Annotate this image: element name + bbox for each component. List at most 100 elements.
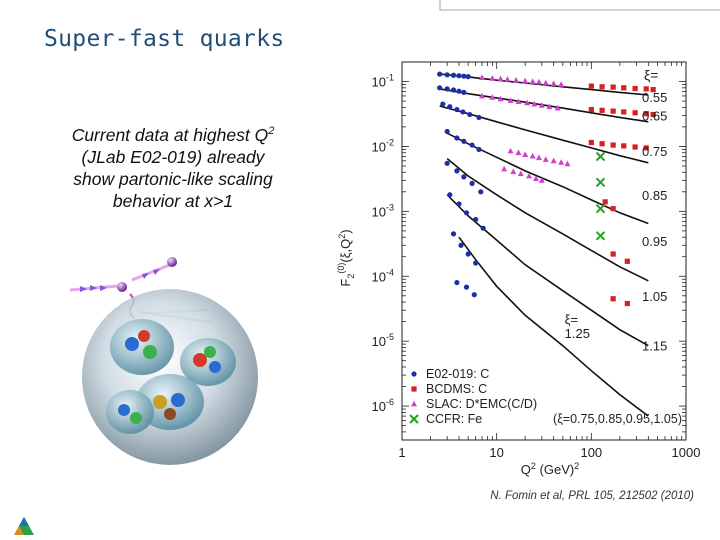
slac-point bbox=[558, 159, 565, 165]
slac-point bbox=[489, 75, 496, 81]
slac-point bbox=[538, 177, 545, 183]
triangle-logo-icon bbox=[14, 517, 34, 535]
e02-019-point bbox=[458, 242, 464, 248]
bcdms-point bbox=[599, 107, 605, 113]
nucleons bbox=[106, 319, 236, 434]
e02-019-point bbox=[456, 88, 462, 94]
body-line-1: Current data at highest Q2 bbox=[72, 125, 275, 145]
xi-label-1.15: 1.15 bbox=[642, 339, 667, 354]
x-tick-labels: 1 10 100 1000 bbox=[398, 445, 700, 460]
body-text: Current data at highest Q2 (JLab E02-019… bbox=[48, 124, 298, 212]
y-tick-label: 10-6 bbox=[372, 397, 394, 414]
slac-point bbox=[529, 78, 536, 84]
x-axis-label: Q2 (GeV)2 bbox=[521, 461, 579, 477]
slac-point bbox=[558, 81, 565, 87]
bcdms-point bbox=[610, 296, 616, 302]
citation: N. Fomin et al, PRL 105, 212502 (2010) bbox=[490, 490, 694, 502]
e02-019-point bbox=[473, 216, 479, 223]
legend-label: CCFR: Fe bbox=[426, 412, 482, 426]
slac-point bbox=[517, 170, 524, 177]
body-line-1-text: Current data at highest Q bbox=[71, 125, 269, 145]
y-tick-label: 10-4 bbox=[372, 267, 394, 284]
legend-label: SLAC: D*EMC(C/D) bbox=[426, 397, 537, 411]
e02-019-point bbox=[461, 89, 467, 96]
slac-point bbox=[535, 78, 542, 85]
bcdms-point bbox=[610, 251, 616, 257]
slac-point bbox=[550, 157, 557, 164]
slac-point bbox=[535, 154, 542, 161]
bcdms-point bbox=[610, 84, 616, 90]
legend-marker bbox=[411, 386, 417, 392]
bcdms-point bbox=[650, 111, 656, 118]
xi-label-0.75: 0.75 bbox=[642, 144, 667, 159]
e02-019-point bbox=[473, 260, 479, 266]
legend-marker bbox=[409, 414, 419, 424]
body-line-3: show partonic-like scaling bbox=[73, 169, 273, 189]
slide-title: Super-fast quarks bbox=[44, 26, 285, 52]
slac-point bbox=[564, 160, 571, 167]
x-tick-label: 1000 bbox=[672, 445, 701, 460]
bcdms-point bbox=[599, 84, 605, 90]
e02-019-point bbox=[463, 210, 470, 216]
slac-point bbox=[510, 168, 517, 174]
f2-scaling-chart: 1 10 100 1000 10-1 10-2 10-3 10-4 10-5 10-6 ξ= 0.… bbox=[336, 61, 700, 477]
e02-019-point bbox=[440, 101, 446, 107]
body-line-4: behavior at x>1 bbox=[112, 191, 234, 211]
bcdms-point bbox=[632, 110, 638, 116]
e02-019-point bbox=[480, 225, 486, 231]
curve-xi-0.85 bbox=[446, 132, 649, 225]
e02-019-point bbox=[444, 72, 450, 78]
e02-019-point bbox=[465, 74, 471, 80]
e02-019-point bbox=[461, 174, 467, 180]
bcdms-point bbox=[624, 258, 630, 264]
ccfr-point bbox=[595, 151, 606, 162]
ccfr-note: (ξ=0.75,0.85,0.95,1.05) bbox=[553, 412, 682, 426]
e02-019-point bbox=[456, 73, 462, 79]
bcdms-point bbox=[643, 111, 649, 117]
slac-point bbox=[515, 149, 522, 156]
ccfr-point bbox=[595, 177, 606, 188]
bcdms-point bbox=[624, 300, 630, 307]
y-tick-label: 10-2 bbox=[372, 137, 394, 154]
bcdms-point bbox=[632, 144, 638, 150]
bcdms-point bbox=[588, 83, 594, 89]
e02-019-point bbox=[444, 160, 450, 166]
slac-point bbox=[546, 103, 553, 110]
xi-inner-prefix: ξ= bbox=[565, 312, 578, 327]
curve-xi-0.65 bbox=[439, 88, 649, 123]
e02-019-point bbox=[450, 87, 457, 93]
e02-019-point bbox=[471, 292, 477, 298]
e02-019-point bbox=[460, 109, 466, 115]
curve-xi-1.05 bbox=[446, 194, 649, 347]
e02-019-point bbox=[444, 128, 450, 135]
e02-019-point bbox=[469, 142, 475, 148]
legend-marker bbox=[411, 371, 417, 377]
x-tick-label: 1 bbox=[398, 445, 405, 460]
e02-019-point bbox=[465, 251, 471, 257]
e02-019-point bbox=[463, 284, 470, 290]
xi-curve-labels: ξ=0.550.650.750.850.951.051.15ξ=1.25 bbox=[565, 67, 668, 354]
slac-point bbox=[538, 102, 545, 108]
bcdms-point bbox=[602, 199, 608, 205]
xi-label-0.85: 0.85 bbox=[642, 188, 667, 203]
slac-point bbox=[550, 80, 557, 86]
xi-inner-label: 1.25 bbox=[565, 326, 590, 341]
ccfr-point bbox=[595, 203, 606, 214]
legend-marker bbox=[411, 400, 417, 407]
slac-point bbox=[497, 95, 504, 102]
bcdms-point bbox=[632, 85, 638, 92]
curve-xi-0.95 bbox=[446, 157, 649, 282]
e02-019-point bbox=[437, 85, 443, 91]
bcdms-point bbox=[621, 85, 627, 91]
e02-019-point bbox=[447, 192, 453, 198]
slac-point bbox=[479, 92, 486, 99]
plot-border bbox=[401, 61, 687, 441]
slac-point bbox=[524, 99, 531, 106]
e02-019-point bbox=[454, 168, 460, 174]
e02-019-point bbox=[444, 86, 450, 92]
y-axis-label: F2(0)(ξ,Q2) bbox=[336, 229, 356, 286]
slac-point bbox=[522, 151, 529, 157]
legend-label: BCDMS: C bbox=[426, 382, 487, 396]
e02-019-point bbox=[456, 201, 462, 207]
